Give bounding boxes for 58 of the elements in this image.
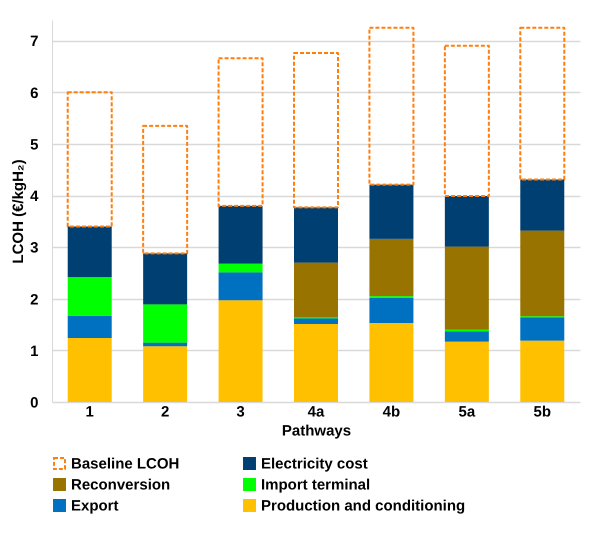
bar xyxy=(68,316,112,338)
bar xyxy=(369,323,414,402)
bar xyxy=(218,272,263,300)
y-tick-label: 1 xyxy=(30,342,38,360)
bar xyxy=(294,318,338,324)
x-tick-label: 1 xyxy=(86,404,94,420)
y-tick-label: 6 xyxy=(30,84,38,102)
x-axis-title: Pathways xyxy=(282,422,352,440)
bar xyxy=(520,180,564,231)
bar xyxy=(143,342,188,346)
y-tick-label: 7 xyxy=(30,33,38,50)
bar xyxy=(520,340,564,402)
y-tick-label: 0 xyxy=(30,394,38,412)
bar xyxy=(369,298,414,324)
bar xyxy=(520,317,564,341)
bar xyxy=(293,52,339,208)
legend-label: Export xyxy=(71,498,119,514)
bar xyxy=(142,124,188,254)
bar xyxy=(218,264,263,272)
y-tick-label: 3 xyxy=(30,240,38,257)
y-tick-label: 4 xyxy=(30,188,40,206)
bar xyxy=(68,277,112,316)
legend-label: Production and conditioning xyxy=(261,498,466,514)
x-tick-label: 4a xyxy=(308,404,325,420)
bar xyxy=(66,91,113,228)
x-tick-label: 5b xyxy=(534,404,552,420)
bar xyxy=(218,206,263,264)
bar xyxy=(143,253,188,304)
bar xyxy=(68,338,112,402)
x-tick-label: 3 xyxy=(236,404,245,420)
x-tick-label: 4b xyxy=(382,404,400,420)
bar xyxy=(520,230,564,316)
bar xyxy=(369,184,414,239)
bar xyxy=(368,26,414,186)
bar xyxy=(294,324,338,402)
y-tick-label: 2 xyxy=(30,291,38,308)
bar xyxy=(143,346,188,402)
x-tick-label: 2 xyxy=(160,404,170,420)
bar xyxy=(444,342,489,402)
legend-label: Electricity cost xyxy=(261,456,368,473)
bar xyxy=(444,44,490,198)
bar xyxy=(68,226,112,278)
y-axis-title: LCOH (€/kgH₂) xyxy=(10,159,28,264)
bar xyxy=(444,196,489,247)
bar xyxy=(218,57,264,207)
bar xyxy=(218,300,263,402)
legend-label: Baseline LCOH xyxy=(71,456,180,473)
bar xyxy=(444,331,489,342)
x-tick-label: 5a xyxy=(458,404,476,420)
legend-label: Import terminal xyxy=(261,476,370,494)
bar xyxy=(369,238,414,296)
bar xyxy=(143,304,188,343)
bar xyxy=(294,262,338,318)
bar xyxy=(294,207,338,263)
legend-label: Reconversion xyxy=(71,476,170,494)
bar xyxy=(519,26,566,181)
bar xyxy=(444,246,489,330)
y-tick-label: 5 xyxy=(30,136,38,154)
